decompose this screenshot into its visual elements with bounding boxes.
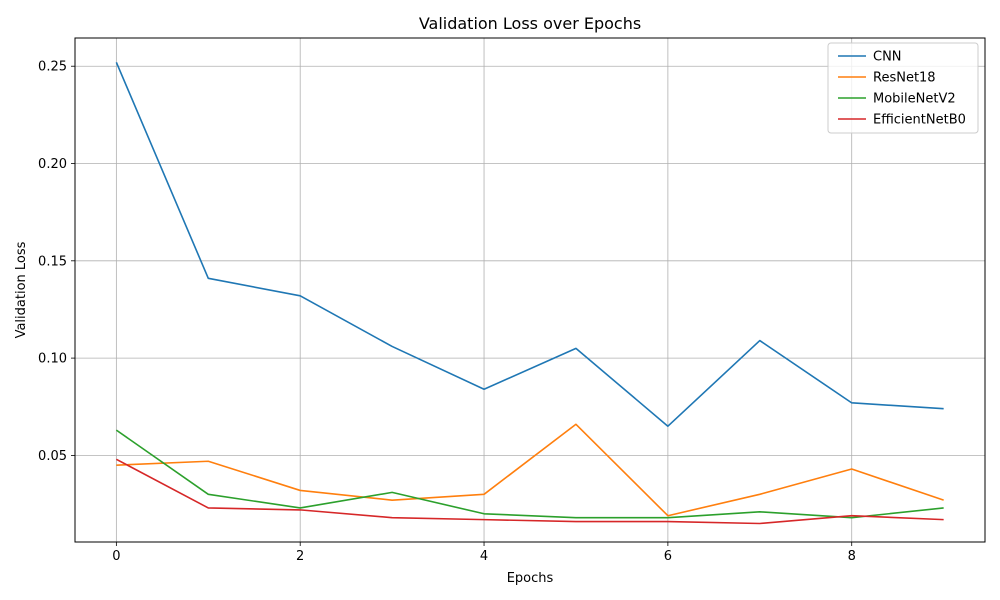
legend-label-cnn: CNN bbox=[873, 50, 902, 65]
y-axis-title: Validation Loss bbox=[14, 241, 29, 338]
y-tick-label: 0.15 bbox=[38, 254, 67, 269]
x-tick-label: 2 bbox=[296, 549, 304, 564]
chart-title: Validation Loss over Epochs bbox=[419, 14, 641, 33]
legend: CNN ResNet18 MobileNetV2 EfficientNetB0 bbox=[827, 42, 979, 134]
plot-frame bbox=[74, 37, 986, 543]
y-tick-label: 0.25 bbox=[38, 60, 67, 75]
legend-box bbox=[827, 42, 979, 134]
x-axis-title: Epochs bbox=[507, 571, 554, 586]
y-tick-label: 0.10 bbox=[38, 352, 67, 367]
series-line-mobilenetv2 bbox=[115, 429, 944, 519]
y-tick-label: 0.20 bbox=[38, 157, 67, 172]
series-line-resnet18 bbox=[116, 423, 944, 517]
x-tick-label: 4 bbox=[480, 549, 488, 564]
legend-label-resnet18: ResNet18 bbox=[873, 71, 936, 86]
legend-label-mobilenetv2: MobileNetV2 bbox=[873, 92, 956, 107]
axis-ticks: 0 2 4 6 8 0.05 0.10 0.15 0.20 0.25 bbox=[38, 60, 856, 564]
x-tick-label: 6 bbox=[664, 549, 672, 564]
legend-label-efficientnetb0: EfficientNetB0 bbox=[873, 113, 966, 128]
x-tick-label: 8 bbox=[848, 549, 856, 564]
x-tick-label: 0 bbox=[112, 549, 120, 564]
series-line-efficientnetb0 bbox=[115, 458, 944, 525]
y-tick-label: 0.05 bbox=[38, 449, 67, 464]
series-lines bbox=[115, 62, 944, 525]
series-line-cnn bbox=[115, 62, 944, 428]
